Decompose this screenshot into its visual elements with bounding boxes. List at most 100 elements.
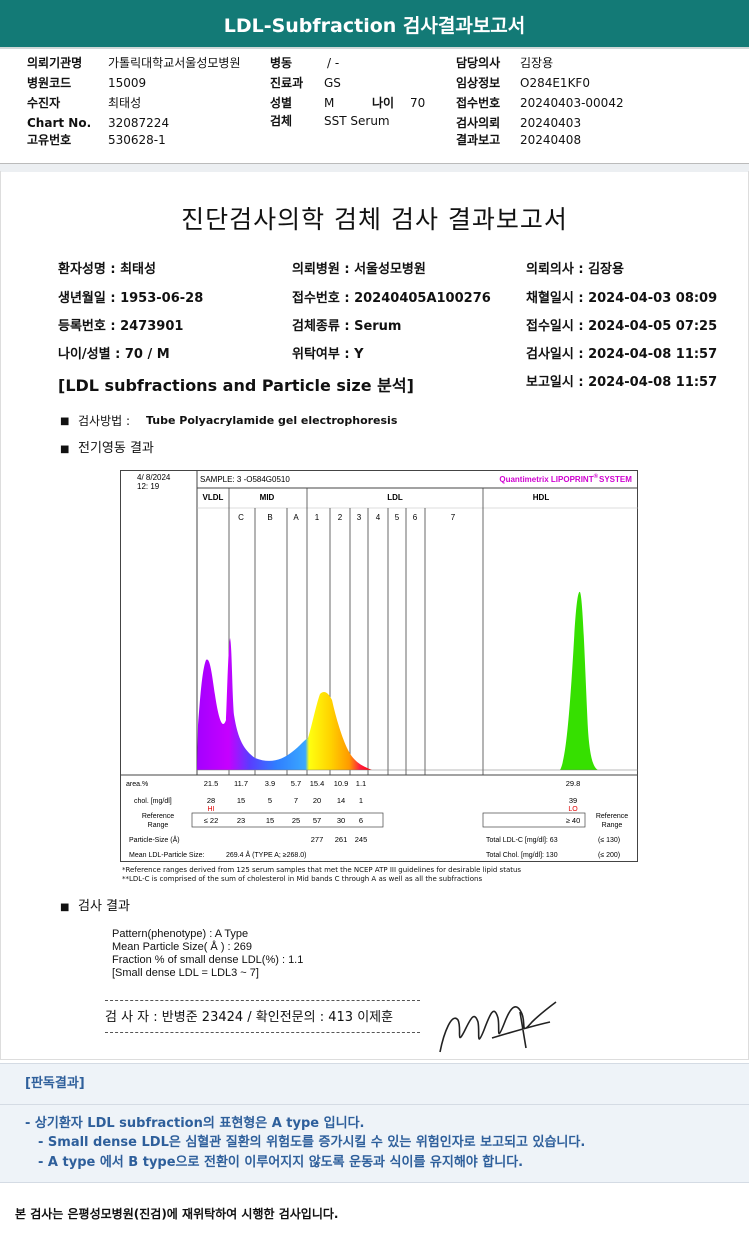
interpretation-line — [0, 1104, 749, 1105]
electrophoresis-heading: 전기영동 결과 — [78, 441, 154, 456]
area-value: 29.8 — [566, 779, 581, 788]
band-label: 2 — [338, 513, 343, 522]
reference-value: ≤ 22 — [204, 816, 219, 825]
row-label: Particle-Size (Å) — [129, 835, 180, 844]
result-line: [Small dense LDL = LDL3 ~ 7] — [112, 967, 259, 979]
chart-frame — [120, 470, 638, 862]
area-value: 3.9 — [265, 779, 275, 788]
report-field: 검사일시 : 2024-04-08 11:57 — [526, 347, 718, 362]
method-label: 검사방법 : — [78, 414, 131, 428]
info-label: 검체 — [270, 114, 293, 128]
chol-value: 7 — [294, 796, 298, 805]
chol-value: 15 — [237, 796, 245, 805]
report-field: 채혈일시 : 2024-04-03 08:09 — [526, 291, 718, 306]
divider — [0, 163, 749, 172]
signature-scribble — [439, 1001, 557, 1053]
curve-ldl — [197, 638, 372, 770]
chol-value: 20 — [313, 796, 321, 805]
band-label: 3 — [357, 513, 362, 522]
report-field: 의뢰병원 : 서울성모병원 — [292, 262, 426, 277]
interpretation-heading: [판독결과] — [25, 1076, 85, 1091]
chol-value: 5 — [268, 796, 272, 805]
total-chol-ref: (≤ 200) — [598, 852, 620, 859]
signature-line: 검 사 자 : 반병준 23424 / 확인전문의 : 413 이제훈 — [105, 1010, 394, 1025]
info-value: 530628-1 — [108, 133, 166, 147]
result-line: Mean Particle Size( Å ) : 269 — [112, 941, 253, 953]
chol-value: 39 — [569, 796, 577, 805]
header-title: LDL-Subfraction 검사결과보고서 — [223, 15, 526, 37]
report-field: 의뢰의사 : 김장용 — [526, 262, 624, 277]
flag: LO — [568, 806, 578, 813]
info-label: 병동 — [270, 56, 293, 70]
info-value: 20240403-00042 — [520, 96, 624, 110]
info-label: 진료과 — [270, 76, 304, 90]
info-value: GS — [324, 76, 341, 90]
mean-value: 269.4 Å (TYPE A; ≥268.0) — [226, 850, 307, 859]
reference-value: 25 — [292, 816, 300, 825]
brand-system: SYSTEM — [599, 475, 632, 484]
info-value: 20240408 — [520, 133, 582, 147]
group-label: MID — [260, 493, 275, 502]
chol-value: 1 — [359, 796, 363, 805]
result-line: Pattern(phenotype) : A Type — [112, 928, 249, 940]
info-value: 20240403 — [520, 116, 582, 130]
particle-size: 277 — [311, 835, 324, 844]
info-label: 의뢰기관명 — [27, 56, 83, 70]
info-label: 성별 — [270, 96, 293, 110]
area-value: 1.1 — [356, 779, 366, 788]
reference-box — [482, 812, 586, 828]
interpretation-text: - 상기환자 LDL subfraction의 표현형은 A type 입니다. — [25, 1116, 365, 1131]
info-label: 나이 — [372, 96, 395, 110]
dashed-line — [105, 1032, 420, 1033]
interpretation-text: - A type 에서 B type으로 전환이 이루어지지 않도록 운동과 식… — [38, 1155, 524, 1170]
report-field: 접수일시 : 2024-04-05 07:25 — [526, 319, 718, 334]
band-label: 4 — [376, 513, 381, 522]
band-label: A — [293, 513, 299, 522]
group-label: LDL — [387, 493, 403, 502]
results-heading: 검사 결과 — [78, 899, 130, 914]
band-label: 7 — [451, 513, 456, 522]
info-label: 고유번호 — [27, 133, 72, 147]
info-label: 수진자 — [27, 96, 61, 110]
reference-value: 6 — [359, 816, 363, 825]
report-field: 접수번호 : 20240405A100276 — [292, 291, 491, 306]
reference-value: 23 — [237, 816, 245, 825]
interpretation-box — [0, 1063, 749, 1183]
info-label: 접수번호 — [456, 96, 501, 110]
bullet: ■ — [60, 902, 70, 913]
report-title: 진단검사의학 검체 검사 결과보고서 — [181, 205, 568, 234]
area-value: 15.4 — [310, 779, 325, 788]
row-label: Reference — [596, 813, 628, 820]
row-label: Range — [148, 822, 169, 829]
info-value: 32087224 — [108, 116, 170, 130]
info-value: 70 — [410, 96, 426, 110]
total-ldl-ref: (≤ 130) — [598, 837, 620, 844]
report-field: 검체종류 : Serum — [292, 319, 402, 334]
chart-date: 4/ 8/2024 — [137, 473, 171, 482]
chart-sample: SAMPLE: 3 -O584G0510 — [200, 475, 290, 484]
total-ldl: Total LDL-C [mg/dl]: 63 — [486, 837, 558, 844]
interpretation-text: - Small dense LDL은 심혈관 질환의 위험도를 증가시킬 수 있… — [38, 1135, 586, 1150]
reference-value: ≥ 40 — [566, 816, 581, 825]
chol-value: 28 — [207, 796, 215, 805]
info-value: / - — [327, 56, 340, 70]
band-label: C — [238, 513, 244, 522]
info-value: M — [324, 96, 335, 110]
result-line: Fraction % of small dense LDL(%) : 1.1 — [112, 954, 304, 966]
info-value: 15009 — [108, 76, 147, 90]
chol-value: 14 — [337, 796, 345, 805]
reference-value: 57 — [313, 816, 321, 825]
info-label: 검사의뢰 — [456, 116, 501, 130]
report-field: 환자성명 : 최태성 — [58, 262, 156, 277]
report-field: 위탁여부 : Y — [292, 347, 364, 362]
info-value: 가톨릭대학교서울성모병원 — [108, 56, 241, 70]
group-label: HDL — [533, 493, 550, 502]
band-label: B — [267, 513, 272, 522]
row-label: area.% — [126, 781, 148, 788]
info-label: 담당의사 — [456, 56, 501, 70]
info-value: 최태성 — [108, 96, 142, 110]
chart-time: 12: 19 — [137, 482, 160, 491]
report-field: 생년월일 : 1953-06-28 — [58, 291, 204, 306]
method: Tube Polyacrylamide gel electrophoresis — [146, 414, 398, 427]
